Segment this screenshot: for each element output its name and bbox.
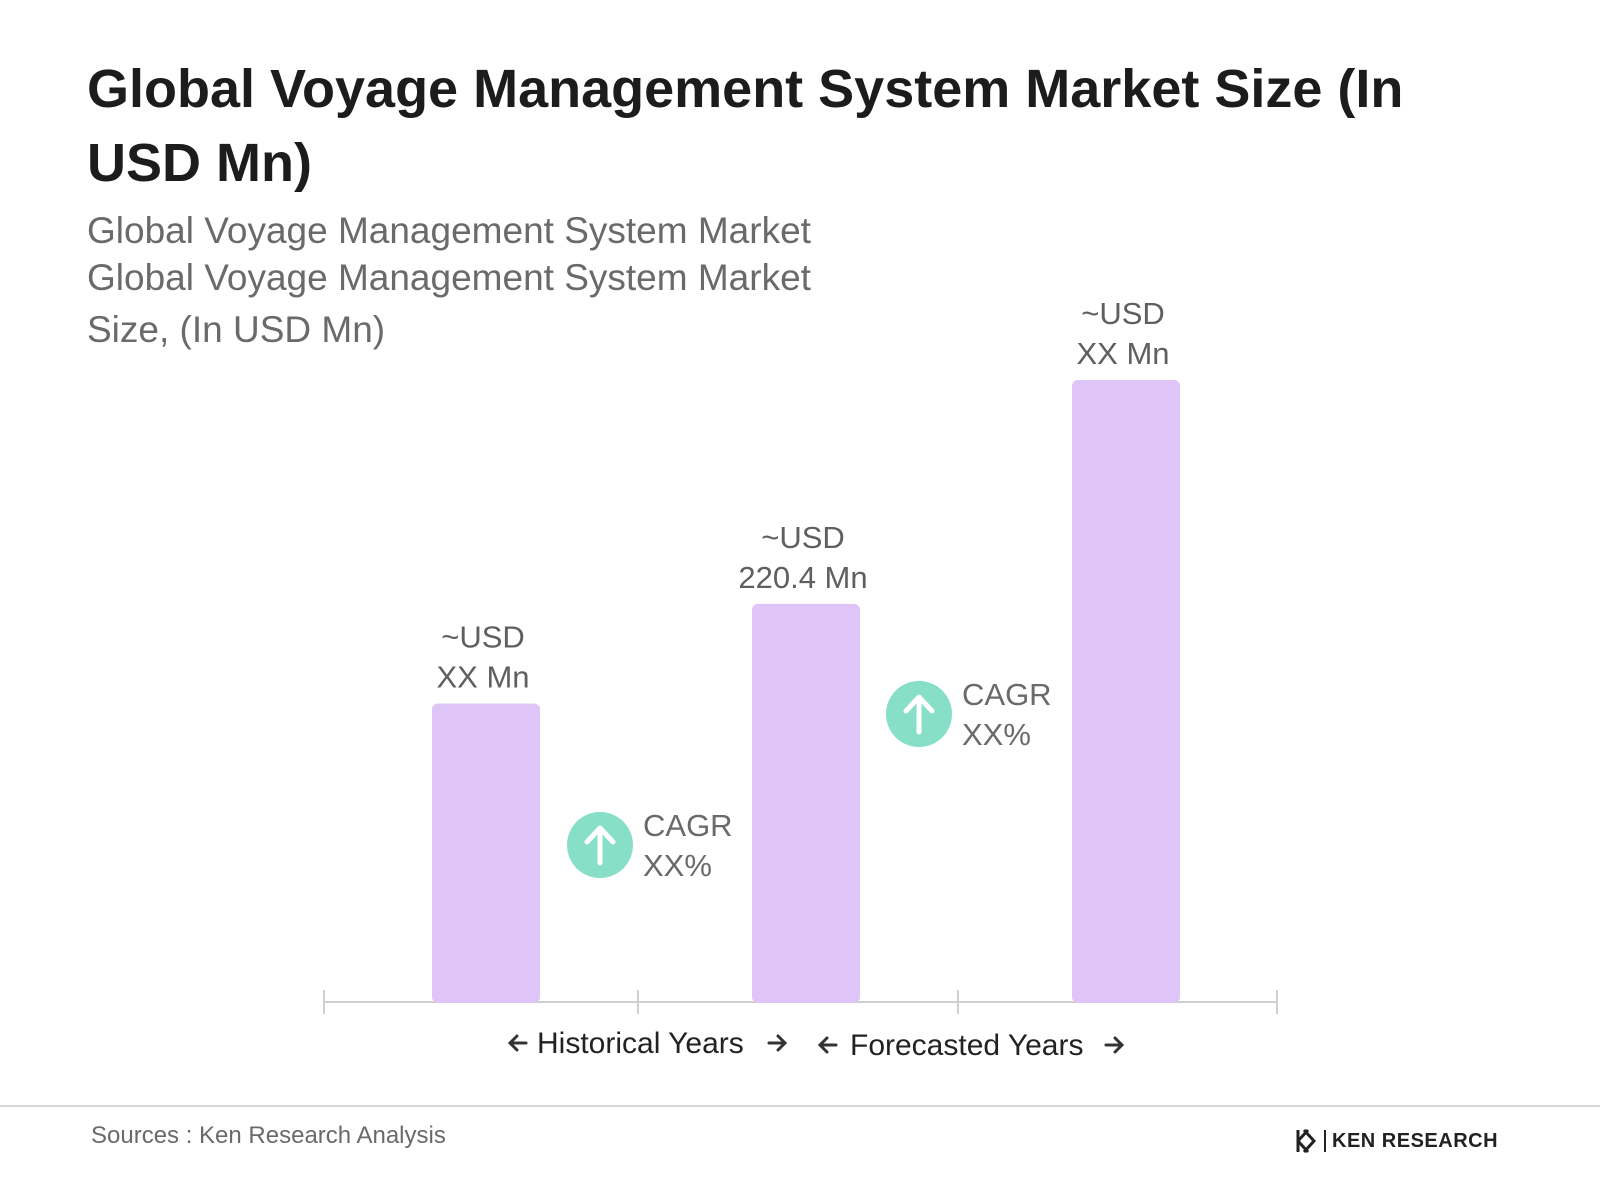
cagr-label: CAGR	[962, 677, 1052, 712]
cagr-value: XX%	[962, 717, 1031, 752]
bar-data-label: ~USD	[1081, 296, 1165, 331]
subtitle-line: Global Voyage Management System Market	[87, 257, 811, 298]
bar-data-label: ~USD	[441, 619, 525, 654]
chart-title: Global Voyage Management System Market S…	[87, 59, 1404, 193]
arrow-left-icon	[817, 1036, 838, 1054]
ken-research-logo-icon	[1296, 1128, 1317, 1154]
source-note: Sources : Ken Research Analysis	[91, 1122, 446, 1149]
bar-data-label: XX Mn	[1076, 336, 1169, 371]
brand-logo: KEN RESEARCH	[1296, 1126, 1498, 1156]
subtitle-line: Size, (In USD Mn)	[87, 309, 386, 350]
period-label: Forecasted Years	[850, 1029, 1083, 1062]
up-arrow-icon	[903, 694, 935, 735]
bar	[752, 603, 860, 1003]
bar-data-label: 220.4 Mn	[738, 560, 867, 595]
arrow-right-icon	[1104, 1036, 1125, 1054]
footer-divider	[0, 1105, 1600, 1107]
bar	[1072, 380, 1180, 1003]
bar-data-label: ~USD	[761, 520, 845, 555]
brand-name: KEN RESEARCH	[1332, 1129, 1499, 1152]
period-label: Historical Years	[537, 1027, 744, 1060]
bar-data-label: XX Mn	[436, 659, 529, 694]
bar	[432, 703, 540, 1003]
arrow-right-icon	[767, 1034, 788, 1052]
cagr-label: CAGR	[643, 808, 733, 843]
chart-subtitle: Global Voyage Management System Market G…	[87, 207, 887, 353]
brand-separator	[1324, 1130, 1326, 1152]
cagr-value: XX%	[643, 848, 712, 883]
bar-chart: ~USD XX Mn ~USD 220.4 Mn ~USD XX Mn CAGR XX% CAG…	[323, 296, 1278, 1062]
arrow-left-icon	[507, 1034, 528, 1052]
subtitle-line: Global Voyage Management System Market	[87, 210, 811, 251]
up-arrow-icon	[584, 825, 616, 866]
